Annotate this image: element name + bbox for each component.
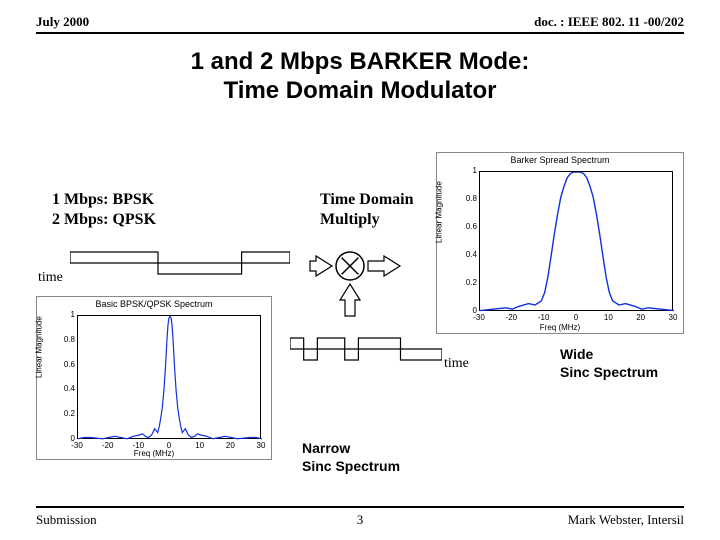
ytick: 0.8 [455, 194, 477, 203]
title-line-2: Time Domain Modulator [0, 77, 720, 106]
chart-trace [78, 316, 262, 440]
td-line-2: Multiply [320, 210, 413, 230]
slide-title: 1 and 2 Mbps BARKER Mode: Time Domain Mo… [0, 48, 720, 106]
ytick: 1 [455, 166, 477, 175]
narrow-sinc-label: Narrow Sinc Spectrum [302, 440, 400, 475]
mbps-legend: 1 Mbps: BPSK 2 Mbps: QPSK [52, 190, 156, 230]
xtick: 0 [564, 313, 588, 322]
title-line-1: 1 and 2 Mbps BARKER Mode: [0, 48, 720, 77]
xtick: 0 [157, 441, 181, 450]
chart-xlabel: Freq (MHz) [437, 323, 683, 332]
ytick: 0.6 [455, 222, 477, 231]
xtick: -10 [532, 313, 556, 322]
header-rule [36, 32, 684, 34]
ytick: 0.8 [53, 335, 75, 344]
xtick: -20 [499, 313, 523, 322]
chart-ylabel: Linear Magnitude [435, 181, 444, 243]
ytick: 1 [53, 310, 75, 319]
xtick: -10 [126, 441, 150, 450]
wide-spectrum-chart: Barker Spread Spectrum Linear Magnitude … [436, 152, 684, 334]
header-date: July 2000 [36, 14, 89, 30]
td-line-1: Time Domain [320, 190, 413, 210]
wide-line-1: Wide [560, 346, 658, 364]
ytick: 0.4 [455, 250, 477, 259]
chart-ylabel: Linear Magnitude [35, 316, 44, 378]
footer-rule [36, 506, 684, 508]
ytick: 0.6 [53, 360, 75, 369]
xtick: 30 [249, 441, 273, 450]
chart-trace [480, 172, 674, 312]
narrow-spectrum-chart: Basic BPSK/QPSK Spectrum Linear Magnitud… [36, 296, 272, 460]
xtick: 20 [218, 441, 242, 450]
xtick: 10 [596, 313, 620, 322]
header-doc: doc. : IEEE 802. 11 -00/202 [534, 14, 684, 30]
xtick: -30 [65, 441, 89, 450]
xtick: 20 [629, 313, 653, 322]
xtick: 10 [188, 441, 212, 450]
ytick: 0.4 [53, 384, 75, 393]
narrow-line-2: Sinc Spectrum [302, 458, 400, 476]
time-axis-label-b: time [444, 356, 469, 372]
xtick: 30 [661, 313, 685, 322]
footer-page-number: 3 [0, 512, 720, 528]
wide-sinc-label: Wide Sinc Spectrum [560, 346, 658, 381]
wide-line-2: Sinc Spectrum [560, 364, 658, 382]
time-axis-label-a: time [38, 270, 63, 286]
narrow-line-1: Narrow [302, 440, 400, 458]
mbps-line-1: 1 Mbps: BPSK [52, 190, 156, 210]
pulse-waveform-b [290, 336, 442, 362]
time-domain-multiply-label: Time Domain Multiply [320, 190, 413, 230]
chart-title: Barker Spread Spectrum [437, 155, 683, 165]
xtick: -20 [96, 441, 120, 450]
mbps-line-2: 2 Mbps: QPSK [52, 210, 156, 230]
xtick: -30 [467, 313, 491, 322]
ytick: 0.2 [455, 278, 477, 287]
pulse-waveform-a [70, 250, 290, 276]
chart-xlabel: Freq (MHz) [37, 449, 271, 458]
chart-title: Basic BPSK/QPSK Spectrum [37, 299, 271, 309]
ytick: 0.2 [53, 409, 75, 418]
